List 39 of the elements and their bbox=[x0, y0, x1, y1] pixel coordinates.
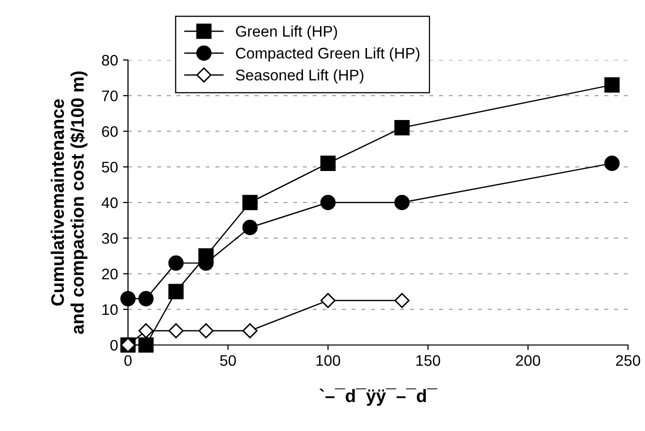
point bbox=[138, 337, 154, 353]
point bbox=[242, 194, 258, 210]
point bbox=[168, 323, 184, 338]
point bbox=[604, 77, 620, 93]
x-tick-label: 200 bbox=[516, 355, 540, 366]
point bbox=[242, 323, 258, 338]
x-axis-title: `–¯d¯ÿÿ¯–¯d¯ bbox=[320, 388, 438, 406]
y-tick-label: 20 bbox=[102, 268, 118, 280]
point bbox=[394, 120, 410, 136]
legend-label: Green Lift (HP) bbox=[236, 26, 338, 40]
point bbox=[168, 255, 184, 271]
y-tick-label: 10 bbox=[102, 304, 118, 316]
point bbox=[604, 156, 620, 171]
x-tick-label: 150 bbox=[416, 355, 440, 366]
point bbox=[320, 194, 336, 210]
point bbox=[120, 291, 136, 306]
y-tick-label: 80 bbox=[102, 54, 118, 66]
point bbox=[168, 284, 184, 300]
point bbox=[198, 323, 214, 338]
y-axis-title: Cumulativemaintenance and compaction cost ($/100 m) bbox=[50, 71, 88, 334]
y-tick-label: 50 bbox=[102, 162, 118, 173]
point bbox=[394, 194, 410, 210]
x-tick-label: 0 bbox=[124, 355, 132, 366]
y-tick-label: 40 bbox=[102, 197, 118, 208]
y-tick-label: 60 bbox=[102, 126, 118, 137]
legend-label: Seasoned Lift (HP) bbox=[236, 69, 364, 84]
y-tick-label: 70 bbox=[102, 90, 118, 102]
legend-label: Compacted Green Lift (HP) bbox=[236, 47, 420, 62]
x-tick-label: 250 bbox=[616, 355, 640, 366]
point bbox=[242, 220, 258, 236]
x-tick-label: 100 bbox=[316, 355, 340, 366]
point bbox=[320, 292, 336, 308]
y-tick-label: 30 bbox=[102, 232, 118, 244]
x-tick-label: 50 bbox=[220, 355, 236, 366]
y-tick-label: 0 bbox=[110, 340, 118, 351]
point bbox=[138, 323, 154, 338]
point bbox=[394, 292, 410, 308]
point bbox=[320, 156, 336, 171]
point bbox=[138, 291, 154, 306]
